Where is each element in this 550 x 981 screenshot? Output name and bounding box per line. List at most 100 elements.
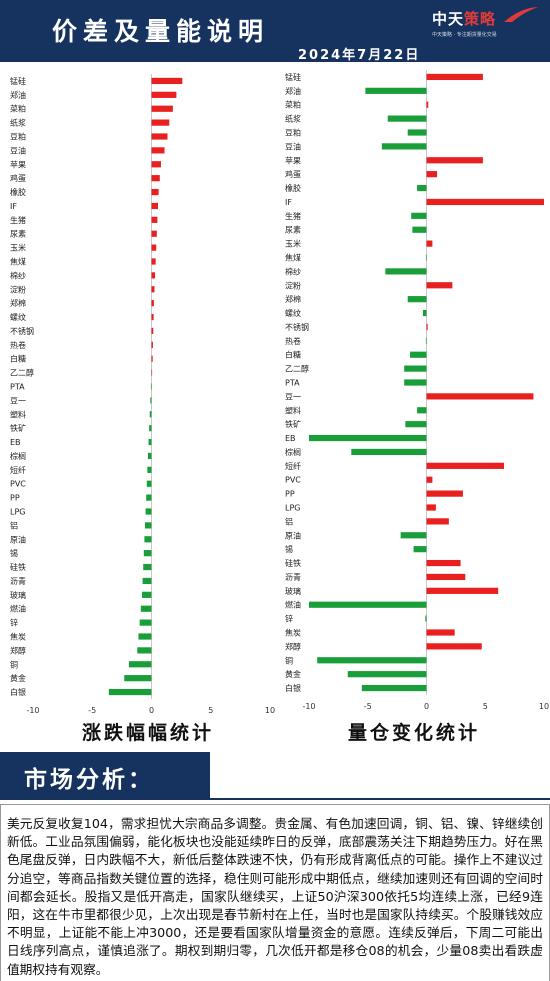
category-label: 焦炭 [285,628,301,638]
bar-0-21 [151,369,153,376]
bar-0-1 [151,91,177,98]
category-label: 焦煤 [10,257,26,267]
category-label: 硅铁 [285,558,301,568]
category-label: 锡 [10,549,18,558]
category-label: 豆油 [10,145,26,155]
bar-0-17 [151,313,154,321]
bar-1-37 [426,587,499,594]
bar-0-22 [150,383,152,390]
bar-1-39 [425,615,427,622]
category-label: 沥青 [285,572,301,582]
category-label: 热卷 [10,340,26,350]
category-label: 玉米 [10,243,26,253]
bar-0-27 [147,452,152,460]
bar-1-16 [407,296,427,303]
category-label: 苹果 [285,155,301,165]
category-label: 铜 [285,655,293,665]
category-label: 豆一 [285,392,301,401]
logo-wordmark: 中天策略 [432,10,497,28]
bar-1-34 [413,546,427,553]
bar-0-40 [138,633,152,640]
bar-0-43 [124,675,152,682]
bar-0-10 [151,216,158,223]
bar-1-14 [385,268,427,275]
category-label: 乙二醇 [285,364,309,374]
category-label: 豆粕 [285,128,301,138]
category-label: 棉纱 [10,270,26,280]
price-change-chart: 锰硅 郑油 菜粕 纸浆 豆粕 豆油 苹果 鸡蛋 橡胶 IF 生猪 尿素 玉米 焦煤 棉纱 淀粉 郑棉 螺纹 不锈钢热… [0,66,290,716]
bar-1-4 [407,129,427,136]
category-label: 燃油 [10,604,26,614]
category-label: 白糖 [10,354,26,364]
bar-0-8 [151,188,159,196]
bar-0-20 [151,355,153,362]
bar-1-33 [400,532,427,539]
category-label: 焦煤 [285,253,301,263]
bar-0-29 [146,480,152,487]
category-label: 橡胶 [285,183,301,193]
bar-0-41 [137,647,152,654]
bar-0-44 [108,688,152,696]
category-label: 郑油 [285,86,301,96]
brand-logo: 中天策略 中天策略 · 专注期货量化交易 [432,7,542,42]
x-tick-label: 5 [208,706,213,715]
category-label: PTA [285,379,300,388]
bar-1-31 [426,504,436,511]
bar-1-6 [426,157,483,164]
category-label: 棕榈 [10,451,26,461]
bar-1-15 [426,282,453,289]
category-label: 塑料 [10,409,26,419]
category-label: 短纤 [10,465,26,475]
section-bar [0,752,210,800]
category-label: PP [285,490,295,499]
bar-1-13 [425,254,427,261]
bar-1-27 [351,448,427,456]
section-label: 市场分析： [24,766,154,793]
category-label: 郑棉 [285,294,301,304]
bar-0-32 [144,522,152,529]
bar-0-12 [151,244,157,251]
x-tick-label: 0 [424,702,429,711]
category-label: 生猪 [10,215,26,225]
bar-1-28 [426,462,505,469]
header-banner: 价差及量能说明 2024年7月22日 中天策略 中天策略 · 专注期货量化交易 [0,0,550,63]
bar-1-24 [417,407,427,414]
bar-1-5 [381,143,427,150]
bar-0-31 [145,508,152,515]
category-label: 锰硅 [285,72,301,82]
bar-1-1 [365,87,427,94]
category-label: 铜 [10,659,18,669]
market-analysis-header: 市场分析： [0,752,550,800]
bar-0-37 [142,591,152,598]
category-label: 郑醇 [285,641,301,651]
bar-0-36 [142,577,152,585]
bar-0-23 [150,397,152,404]
bar-1-17 [422,309,427,317]
bar-1-3 [387,115,427,122]
category-label: 鸡蛋 [285,169,301,179]
bar-0-6 [151,161,161,168]
bar-0-39 [139,619,152,626]
category-label: PVC [285,476,301,485]
section-divider [0,798,550,800]
price-change-chart-title: 涨跌幅幅统计 [82,722,215,744]
category-label: LPG [10,508,25,517]
category-label: 沥青 [10,576,26,586]
bar-1-44 [361,684,427,692]
bar-1-36 [426,573,466,581]
volume-oi-change-chart-title: 量仓变化统计 [348,722,481,744]
category-label: 豆一 [10,396,26,405]
category-label: 不锈钢 [10,326,34,336]
bar-1-41 [426,643,482,650]
category-label: 黄金 [10,673,26,683]
category-label: 豆粕 [10,132,26,142]
category-label: PTA [10,383,25,392]
category-label: 锌 [285,614,293,624]
bar-1-30 [426,490,463,497]
bar-0-16 [151,300,154,307]
category-label: 螺纹 [10,312,26,322]
category-label: 黄金 [285,669,301,679]
category-label: 乙二醇 [10,368,34,378]
category-label: 锡 [285,545,293,554]
bar-1-0 [426,73,483,81]
